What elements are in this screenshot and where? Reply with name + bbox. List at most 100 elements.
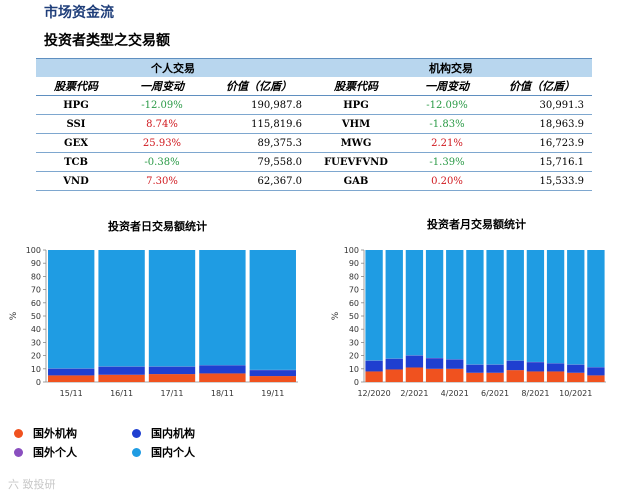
- table-row: SSI 8.74% 115,819.6 VHM -1.83% 18,963.9: [36, 114, 592, 134]
- group-institution: 机构交易: [310, 58, 592, 77]
- y-tick-label: 50: [349, 312, 359, 321]
- bar-segment: [48, 250, 95, 369]
- x-tick-label: 10/2021: [559, 389, 592, 398]
- bar-segment: [405, 250, 424, 356]
- bar-segment: [98, 366, 145, 375]
- value-cell: 30,991.3: [492, 95, 592, 115]
- change-cell: -12.09%: [116, 95, 208, 115]
- legend-label: 国内机构: [151, 427, 195, 440]
- bar-segment: [48, 368, 95, 376]
- y-tick-label: 90: [349, 259, 359, 268]
- ticker-cell: HPG: [36, 95, 116, 115]
- y-tick-label: 70: [31, 286, 41, 295]
- bar-segment: [466, 364, 484, 373]
- x-tick-label: 8/2021: [521, 389, 549, 398]
- bar-segment: [249, 370, 296, 377]
- y-tick-label: 80: [31, 272, 41, 281]
- y-axis-label: %: [331, 311, 341, 320]
- value-cell: 16,723.9: [492, 133, 592, 153]
- legend-label: 国内个人: [151, 446, 195, 459]
- value-cell: 15,716.1: [492, 152, 592, 172]
- value-cell: 190,987.8: [208, 95, 310, 115]
- col-weekly-change: 一周变动: [116, 76, 208, 96]
- value-cell: 115,819.6: [208, 114, 310, 134]
- bar-segment: [486, 364, 504, 373]
- ticker-cell: SSI: [36, 114, 116, 134]
- bar-segment: [506, 370, 524, 382]
- x-tick-label: 16/11: [110, 389, 133, 398]
- ticker-cell: GEX: [36, 133, 116, 153]
- ticker-cell: VHM: [310, 114, 402, 134]
- bar-segment: [425, 358, 444, 369]
- bar-segment: [567, 250, 585, 365]
- bar-segment: [506, 360, 524, 371]
- x-tick-label: 19/11: [261, 389, 284, 398]
- daily-chart-title: 投资者日交易额统计: [108, 220, 207, 233]
- bar-segment: [466, 250, 484, 365]
- legend-label: 国外个人: [33, 446, 77, 459]
- bar-segment: [486, 372, 504, 382]
- y-tick-label: 50: [31, 312, 41, 321]
- watermark: 六 致投研: [8, 478, 56, 491]
- value-cell: 79,558.0: [208, 152, 310, 172]
- bar-segment: [199, 250, 246, 366]
- bar-segment: [365, 360, 383, 372]
- value-cell: 89,375.3: [208, 133, 310, 153]
- table-row: TCB -0.38% 79,558.0 FUEVFVND -1.39% 15,716.1: [36, 152, 592, 172]
- value-cell: 18,963.9: [492, 114, 592, 134]
- change-cell: -1.83%: [402, 114, 492, 134]
- change-cell: 8.74%: [116, 114, 208, 134]
- change-cell: 2.21%: [402, 133, 492, 153]
- y-tick-label: 20: [31, 352, 41, 361]
- y-tick-label: 90: [31, 259, 41, 268]
- table-row: HPG -12.09% 190,987.8 HPG -12.09% 30,991.3: [36, 95, 592, 115]
- col-ticker: 股票代码: [310, 76, 402, 96]
- bar-segment: [506, 250, 524, 361]
- ticker-cell: VND: [36, 171, 116, 191]
- bar-segment: [446, 368, 464, 382]
- col-value: 价值（亿盾）: [208, 76, 310, 96]
- bar-segment: [405, 355, 424, 368]
- bar-segment: [546, 371, 565, 382]
- bar-segment: [385, 358, 403, 370]
- y-tick-label: 100: [344, 246, 359, 255]
- bar-segment: [385, 250, 403, 359]
- legend-swatch-foreign-inst: [14, 428, 23, 438]
- bar-segment: [425, 368, 444, 382]
- legend-swatch-domestic-indiv: [132, 447, 141, 457]
- bar-segment: [587, 375, 605, 382]
- x-tick-label: 4/2021: [441, 389, 469, 398]
- x-tick-label: 17/11: [160, 389, 183, 398]
- bar-segment: [98, 250, 145, 367]
- value-cell: 62,367.0: [208, 171, 310, 191]
- ticker-cell: TCB: [36, 152, 116, 172]
- bar-segment: [466, 372, 484, 382]
- legend-item: 国外个人: [14, 444, 77, 460]
- bar-segment: [48, 375, 95, 382]
- y-tick-label: 60: [349, 299, 359, 308]
- legend-item: 国内个人: [132, 444, 195, 460]
- sub-title: 投资者类型之交易额: [44, 33, 170, 49]
- trade-table: 个人交易 机构交易 股票代码 一周变动 价值（亿盾） 股票代码 一周变动 价值（…: [36, 58, 592, 191]
- daily-chart: 0 10 20 30 40 50 60 70 80 90 100% 15/11 16/11 17/11 18…: [9, 246, 298, 398]
- change-cell: 7.30%: [116, 171, 208, 191]
- bar-segment: [199, 365, 246, 374]
- y-tick-label: 0: [36, 378, 41, 387]
- bar-segment: [148, 250, 196, 367]
- y-tick-label: 40: [31, 325, 41, 334]
- x-tick-label: 12/2020: [357, 389, 390, 398]
- table-row: VND 7.30% 62,367.0 GAB 0.20% 15,533.9: [36, 171, 592, 191]
- bar-segment: [587, 250, 605, 368]
- bar-segment: [526, 371, 545, 382]
- monthly-chart: 0 10 20 30 40 50 60 70 80 90 100% 12/2020 2/2021 4/20…: [331, 246, 606, 398]
- y-tick-label: 10: [31, 365, 41, 374]
- bar-segment: [365, 250, 383, 361]
- y-tick-label: 20: [349, 352, 359, 361]
- col-value: 价值（亿盾）: [492, 76, 592, 96]
- bar-segment: [385, 369, 403, 382]
- bar-segment: [546, 363, 565, 372]
- change-cell: -1.39%: [402, 152, 492, 172]
- bar-segment: [365, 371, 383, 382]
- legend-swatch-domestic-inst: [132, 428, 141, 438]
- bar-segment: [446, 359, 464, 369]
